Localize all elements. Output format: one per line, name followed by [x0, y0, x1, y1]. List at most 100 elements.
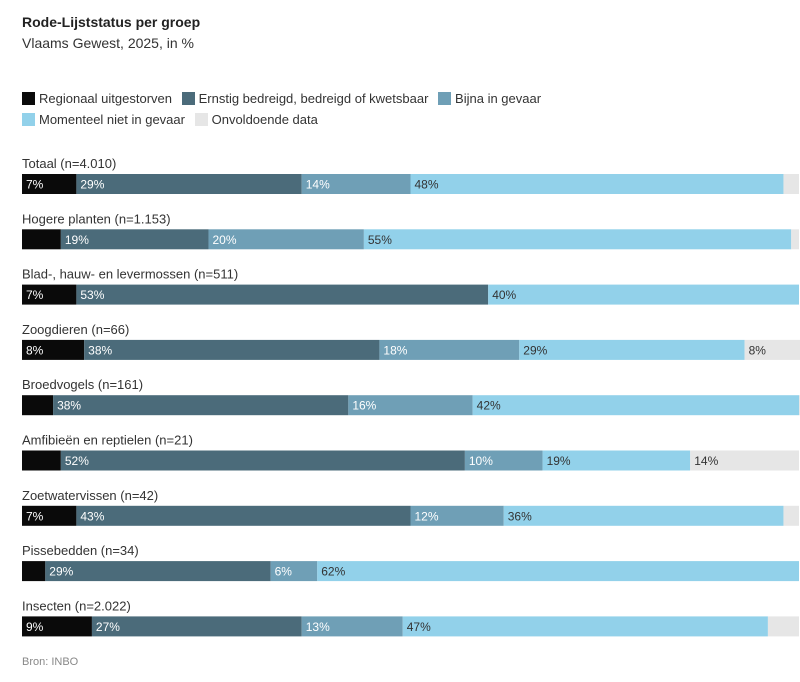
data-label: 14%	[306, 178, 330, 192]
chart-title: Rode-Lijststatus per groep	[22, 14, 201, 30]
data-label: 18%	[383, 343, 407, 357]
legend-item-bijna-in-gevaar: Bijna in gevaar	[438, 88, 541, 109]
category-label: Zoetwatervissen (n=42)	[22, 488, 158, 503]
legend-label: Regionaal uitgestorven	[39, 91, 172, 106]
legend-label: Ernstig bedreigd, bedreigd of kwetsbaar	[198, 91, 429, 106]
bar-segment	[767, 616, 799, 637]
bar-segment	[22, 395, 54, 416]
legend-swatch	[181, 92, 195, 105]
data-label: 16%	[352, 399, 376, 413]
data-label: 20%	[212, 233, 236, 247]
bar-segment	[410, 174, 784, 194]
category-label: Amfibieën en reptielen (n=21)	[22, 433, 193, 448]
bar-segment	[22, 229, 61, 250]
data-label: 43%	[80, 509, 104, 523]
legend-label: Bijna in gevaar	[455, 91, 542, 106]
data-label: 55%	[368, 233, 392, 247]
bar-segment	[22, 339, 85, 360]
bar-segment	[22, 561, 46, 582]
data-label: 53%	[80, 288, 104, 302]
bar-segment	[410, 505, 504, 526]
bar-segment	[76, 174, 302, 194]
data-label: 48%	[415, 178, 439, 192]
data-label: 19%	[547, 454, 571, 468]
data-label: 27%	[96, 620, 120, 634]
data-label: 13%	[306, 620, 330, 634]
bar-segment	[317, 561, 799, 582]
bar-segment	[22, 284, 77, 305]
bar-segment	[76, 505, 411, 526]
bar-segment	[464, 450, 543, 471]
data-label: 38%	[57, 399, 81, 413]
legend: Regionaal uitgestorven Ernstig bedreigd,…	[22, 88, 712, 130]
category-label: Blad-, hauw- en levermossen (n=511)	[22, 267, 238, 282]
category-label: Broedvogels (n=161)	[22, 377, 143, 392]
data-label: 8%	[749, 343, 767, 357]
bar-segment	[488, 284, 799, 305]
chart-subtitle: Vlaams Gewest, 2025, in %	[22, 35, 194, 51]
legend-swatch	[22, 113, 35, 126]
legend-swatch	[194, 113, 208, 126]
legend-item-onvoldoende-data: Onvoldoende data	[194, 109, 318, 130]
data-label: 6%	[275, 565, 293, 579]
bar-segment	[791, 229, 799, 250]
bar-segment	[22, 174, 77, 194]
category-label: Totaal (n=4.010)	[22, 156, 116, 171]
bar-segment	[542, 450, 691, 471]
bar-segment	[45, 561, 271, 582]
data-label: 40%	[492, 288, 516, 302]
bar-segment	[301, 174, 411, 194]
bar-segment	[84, 339, 380, 360]
data-label: 12%	[415, 509, 439, 523]
bar-segment	[91, 616, 302, 637]
data-label: 62%	[321, 565, 345, 579]
legend-item-momenteel-niet-in-gevaar: Momenteel niet in gevaar	[22, 109, 185, 130]
data-label: 47%	[407, 620, 431, 634]
source-note: Bron: INBO	[22, 656, 79, 668]
legend-item-ernstig-bedreigd: Ernstig bedreigd, bedreigd of kwetsbaar	[181, 88, 429, 109]
legend-label: Momenteel niet in gevaar	[39, 112, 185, 127]
legend-label: Onvoldoende data	[211, 112, 318, 127]
bar-segment	[690, 450, 799, 471]
data-label: 38%	[88, 343, 112, 357]
legend-item-regionaal-uitgestorven: Regionaal uitgestorven	[22, 88, 172, 109]
bar-segment	[301, 616, 403, 637]
bar-segment	[60, 229, 209, 250]
data-label: 9%	[26, 620, 44, 634]
data-label: 29%	[523, 343, 547, 357]
data-label: 10%	[469, 454, 493, 468]
legend-swatch	[438, 92, 452, 105]
category-label: Hogere planten (n=1.153)	[22, 211, 171, 226]
bar-segment	[208, 229, 364, 250]
bar-segment	[783, 174, 799, 194]
legend-swatch	[22, 92, 35, 105]
bar-segment	[348, 395, 473, 416]
category-label: Insecten (n=2.022)	[22, 598, 131, 613]
data-label: 7%	[26, 178, 44, 192]
data-label: 7%	[26, 509, 44, 523]
bar-segment	[22, 616, 92, 637]
bar-segment	[503, 505, 784, 526]
category-label: Pissebedden (n=34)	[22, 543, 139, 558]
data-label: 14%	[694, 454, 718, 468]
category-label: Zoogdieren (n=66)	[22, 322, 129, 337]
bar-segment	[76, 284, 489, 305]
data-label: 19%	[65, 233, 89, 247]
bar-segment	[783, 505, 799, 526]
data-label: 8%	[26, 343, 44, 357]
bar-segment	[472, 395, 799, 416]
bar-segment	[402, 616, 768, 637]
bar-segment	[60, 450, 465, 471]
data-label: 7%	[26, 288, 44, 302]
bar-segment	[519, 339, 745, 360]
bar-segment	[379, 339, 520, 360]
bar-segment	[270, 561, 318, 582]
bar-segment	[22, 505, 77, 526]
data-label: 52%	[65, 454, 89, 468]
bar-segment	[22, 450, 61, 471]
data-label: 42%	[477, 399, 501, 413]
data-label: 29%	[80, 178, 104, 192]
data-label: 29%	[49, 565, 73, 579]
bar-segment	[53, 395, 349, 416]
